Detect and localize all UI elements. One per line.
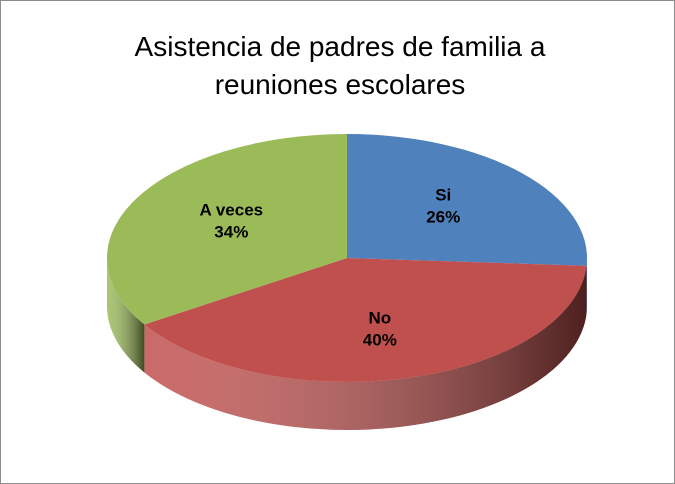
data-label-value: 34% [214,223,248,242]
data-label-category: A veces [199,201,263,220]
data-label-value: 26% [426,208,460,227]
slice-side-shade [107,258,145,373]
slice [144,258,587,383]
slice [347,134,587,266]
slice-side-shade [144,265,587,430]
data-label-category: Si [435,186,451,205]
data-label-category: No [368,309,391,328]
chart-title: Asistencia de padres de familia a reunio… [134,31,546,100]
slice [106,134,347,325]
data-label-value: 40% [363,331,397,350]
